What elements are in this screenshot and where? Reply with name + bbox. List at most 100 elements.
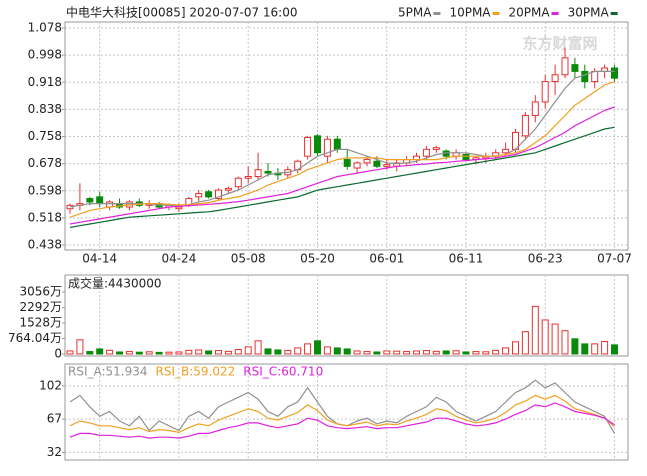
y-tick-label: 764.04万: [8, 331, 62, 345]
volume-bar: [185, 349, 193, 355]
volume-bar: [413, 350, 420, 355]
volume-bar: [581, 343, 589, 355]
volume-bar: [254, 340, 262, 355]
y-tick-label: 0.758: [28, 129, 62, 143]
volume-bar: [432, 350, 440, 355]
volume-bar: [601, 340, 609, 355]
volume-bar: [591, 343, 599, 355]
volume-bar: [96, 348, 104, 355]
volume-bar: [323, 346, 331, 355]
candle-body: [422, 148, 430, 157]
y-tick-label: 0.678: [28, 156, 62, 170]
volume-bar: [304, 343, 312, 355]
rsi-line: [69, 394, 615, 434]
candle-body: [541, 81, 549, 103]
y-tick-label: 0.838: [28, 102, 62, 116]
x-tick-label: 06-23: [528, 252, 563, 266]
candle-body: [591, 70, 599, 83]
candle-body: [175, 206, 183, 210]
volume-bar: [135, 351, 143, 355]
watermark: 东方财富网: [522, 35, 597, 53]
volume-bar: [195, 349, 203, 355]
volume-bar: [353, 350, 361, 355]
volume-bar: [264, 348, 272, 355]
ma-line: [69, 70, 615, 208]
volume-bar: [482, 351, 490, 355]
volume-bar: [314, 340, 321, 355]
candle-body: [571, 64, 579, 72]
volume-bar: [571, 338, 579, 355]
legend-label: RSI_B:59.022: [156, 365, 236, 379]
candle-body: [561, 57, 569, 76]
volume-bar: [422, 350, 430, 355]
x-tick-label: 07-07: [597, 252, 632, 266]
candle-body: [86, 198, 94, 203]
y-tick-label: 0.998: [28, 48, 62, 62]
ma-line: [69, 106, 615, 225]
y-tick-label: 2292万: [19, 300, 62, 314]
candle-body: [244, 176, 252, 179]
volume-bar: [502, 347, 510, 355]
y-tick-label: 0.918: [28, 75, 62, 89]
x-tick-label: 04-24: [161, 252, 196, 266]
volume-bar: [472, 351, 480, 355]
candle-body: [581, 70, 589, 83]
legend-label: 20PMA: [509, 6, 551, 20]
candle-body: [215, 189, 222, 200]
y-tick-label: 32: [47, 445, 62, 459]
volume-bar: [442, 350, 450, 355]
candle-body: [373, 160, 381, 167]
volume-bar: [125, 351, 133, 355]
candle-body: [551, 74, 559, 83]
candle-body: [502, 148, 510, 154]
ma-line: [69, 81, 615, 218]
y-tick-label: 1528万: [19, 316, 62, 330]
volume-bar: [611, 344, 618, 355]
volume-bar: [521, 331, 529, 355]
candle-body: [264, 170, 272, 174]
candle-body: [224, 187, 232, 191]
volume-bar: [452, 350, 460, 355]
candle-body: [521, 114, 529, 137]
volume-bar: [373, 351, 381, 355]
volume-bar: [492, 349, 500, 355]
legend-label: 5PMA: [398, 6, 432, 20]
candle-body: [383, 164, 391, 167]
volume-bar: [66, 350, 74, 355]
volume-bar: [403, 351, 411, 355]
volume-bar: [155, 351, 163, 355]
volume-bar: [512, 341, 519, 355]
volume-bar: [165, 351, 173, 355]
volume-bar: [234, 349, 242, 355]
y-tick-label: 0.598: [28, 183, 62, 197]
y-tick-label: 67: [47, 412, 62, 426]
candle-body: [195, 192, 203, 198]
ma-line: [69, 126, 615, 228]
volume-bar: [274, 349, 282, 355]
candle-body: [343, 159, 351, 167]
candle-body: [462, 153, 470, 161]
volume-panel: [64, 274, 629, 357]
x-tick-label: 06-01: [369, 252, 404, 266]
legend-label: RSI_A:51.934: [68, 365, 148, 379]
volume-bar: [145, 351, 153, 355]
x-tick-label: 04-14: [82, 252, 117, 266]
volume-bar: [284, 349, 292, 355]
candle-body: [205, 191, 213, 198]
candle-body: [234, 177, 242, 188]
volume-bar: [175, 351, 183, 355]
legend-swatch: [551, 12, 559, 15]
rsi-line: [69, 402, 615, 439]
candle-body: [432, 147, 440, 150]
x-tick-label: 06-11: [449, 252, 484, 266]
volume-bar: [224, 350, 232, 355]
y-tick-label: 0.518: [28, 210, 62, 224]
chart-title: 成交量:4430000: [68, 276, 162, 291]
volume-bar: [462, 351, 470, 355]
x-tick-label: 05-08: [231, 252, 266, 266]
legend-label: 10PMA: [449, 6, 491, 20]
volume-bar: [531, 305, 539, 355]
volume-bar: [561, 330, 569, 355]
y-tick-label: 3056万: [19, 285, 62, 299]
